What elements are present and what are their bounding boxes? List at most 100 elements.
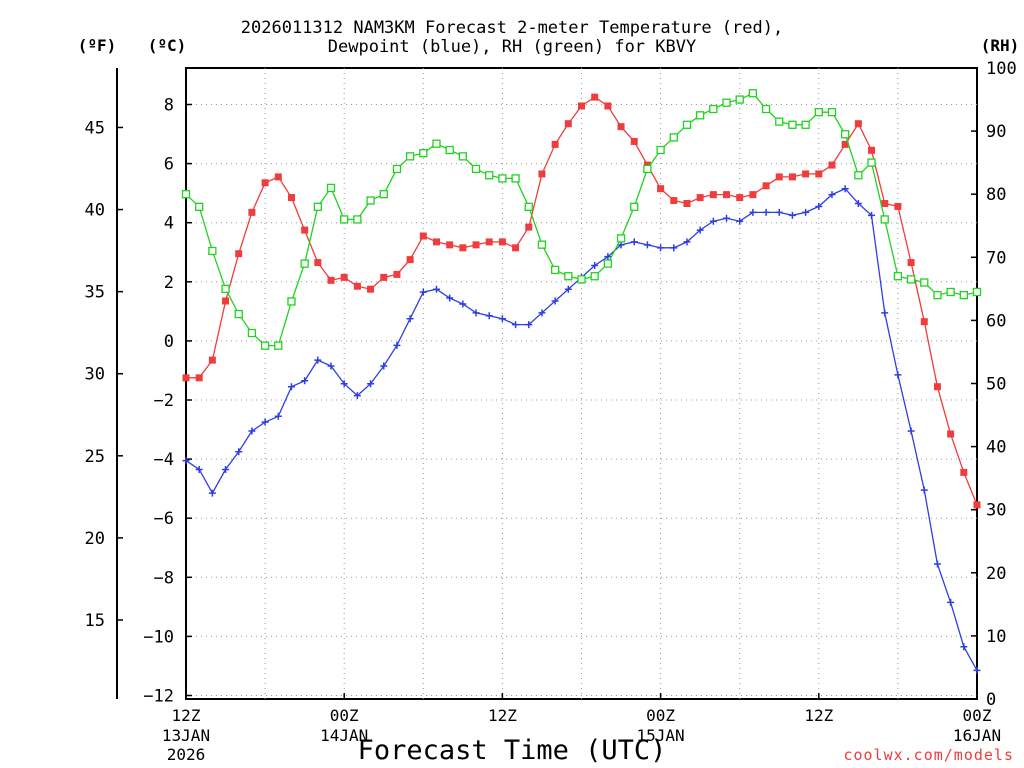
dewpoint-point: [195, 465, 203, 473]
temperature-point: [301, 226, 309, 234]
temperature-point: [815, 170, 823, 178]
temperature-point: [960, 468, 968, 476]
rh-point: [300, 259, 309, 268]
dewpoint-point: [788, 211, 796, 219]
dewpoint-point: [222, 465, 230, 473]
dewpoint-point: [960, 643, 968, 651]
x-tick-year-label: 2026: [167, 745, 206, 764]
rh-point: [260, 341, 270, 350]
rh-point: [761, 104, 771, 114]
c-tick-label: −12: [143, 687, 174, 707]
dewpoint-point: [973, 666, 981, 674]
dewpoint-point: [327, 362, 335, 370]
dewpoint-point: [314, 356, 322, 364]
dewpoint-point: [841, 185, 849, 193]
dewpoint-point: [920, 486, 928, 494]
f-tick-label: 25: [85, 447, 105, 467]
rh-point: [722, 98, 731, 107]
chart-subtitle: Dewpoint (blue), RH (green) for KBVY: [327, 37, 697, 57]
temperature-point: [353, 282, 361, 290]
rh-point: [906, 275, 916, 284]
dewpoint-point: [894, 371, 902, 379]
dewpoint-point: [709, 217, 717, 225]
dewpoint-point: [459, 300, 467, 308]
x-tick-date-label: 15JAN: [637, 726, 685, 745]
dewpoint-point: [551, 297, 559, 305]
rh-point: [590, 272, 599, 281]
x-tick-label: 12Z: [488, 706, 517, 725]
rh-point: [485, 171, 494, 180]
dewpoint-point: [749, 208, 757, 216]
dewpoint-point: [933, 560, 941, 568]
dewpoint-point: [301, 377, 309, 385]
temperature-point: [551, 140, 559, 148]
temperature-point: [828, 161, 836, 169]
dewpoint-point: [657, 244, 665, 252]
grid-lines: [186, 68, 977, 699]
temperature-point: [973, 501, 981, 509]
temperature-point: [591, 93, 599, 101]
watermark[interactable]: coolwx.com/models: [843, 746, 1014, 764]
rh-point: [841, 130, 850, 139]
rh-point: [933, 291, 942, 300]
rh-point: [669, 133, 678, 142]
dewpoint-point: [670, 244, 678, 252]
x-tick-date-label: 16JAN: [953, 726, 1001, 745]
axes: −12 −10 −8 −6 −4 −2 0 2 4 6 8 15 20 25 30 35 40 45 0 10 20 30…: [78, 36, 1020, 766]
temperature-point: [380, 273, 388, 281]
temperature-point: [340, 273, 348, 281]
rh-point: [880, 215, 889, 224]
rh-point: [550, 265, 560, 275]
rh-point: [247, 328, 257, 338]
rh-point: [564, 272, 573, 281]
temperature-point: [709, 191, 717, 199]
temperature-point: [261, 179, 269, 187]
rh-point: [775, 117, 784, 126]
dewpoint-point: [723, 214, 731, 222]
temperature-point: [762, 182, 770, 190]
c-tick-label: −6: [154, 509, 174, 529]
rh-point: [511, 174, 520, 183]
rh-axis-label: (RH): [981, 36, 1020, 55]
temperature-point: [920, 318, 928, 326]
dewpoint-point: [947, 598, 955, 606]
rh-point: [788, 120, 797, 129]
rh-point: [498, 174, 507, 183]
f-tick-label: 40: [85, 201, 105, 221]
x-tick-label: 00Z: [963, 706, 992, 725]
rh-point: [537, 240, 547, 249]
c-axis-label: (ºC): [148, 36, 187, 55]
dewpoint-point: [208, 489, 216, 497]
temperature-point: [485, 238, 493, 246]
dewpoint-point: [604, 253, 612, 261]
c-tick-label: −4: [154, 450, 174, 470]
rh-tick-label: 20: [986, 564, 1006, 584]
dewpoint-point: [287, 383, 295, 391]
temperature-point: [907, 259, 915, 267]
c-tick-label: 0: [164, 332, 174, 352]
temperature-point: [854, 120, 862, 128]
dewpoint-point: [854, 199, 862, 207]
temperature-point: [432, 238, 440, 246]
rh-point: [735, 95, 744, 104]
rh-point: [656, 145, 665, 155]
temperature-point: [894, 202, 902, 210]
rh-point: [445, 145, 454, 155]
rh-point: [946, 287, 955, 297]
rh-point: [524, 202, 533, 211]
dewpoint-point: [472, 309, 480, 317]
x-tick-label: 00Z: [330, 706, 359, 725]
rh-point: [287, 297, 296, 306]
rh-point: [326, 183, 336, 193]
f-tick-label: 30: [85, 365, 105, 385]
dewpoint-point: [432, 285, 440, 293]
rh-point: [748, 89, 758, 98]
dewpoint-point: [828, 191, 836, 199]
dewpoint-point: [643, 241, 651, 249]
temperature-point: [472, 241, 480, 249]
rh-tick-label: 90: [986, 122, 1006, 142]
rh-tick-label: 10: [986, 627, 1006, 647]
rh-point: [195, 202, 204, 211]
rh-point: [854, 171, 863, 180]
dewpoint-point: [353, 392, 361, 400]
